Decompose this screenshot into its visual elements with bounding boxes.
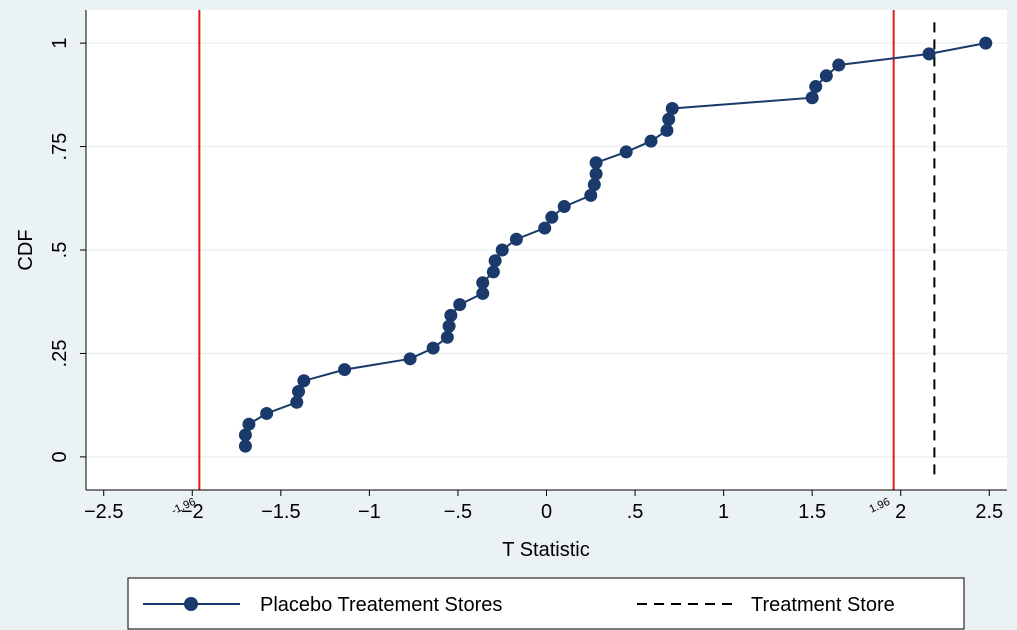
x-tick-label-7: 1 bbox=[718, 501, 729, 523]
y-tick-label-4: 1 bbox=[49, 38, 71, 49]
y-axis-ticks: 0 .25 .5 .75 1 bbox=[49, 38, 86, 462]
placebo-point-11 bbox=[442, 319, 456, 333]
y-axis-label: CDF bbox=[15, 229, 37, 270]
x-tick-label-6: .5 bbox=[627, 501, 644, 523]
placebo-point-21 bbox=[545, 210, 559, 224]
placebo-point-29 bbox=[660, 123, 674, 137]
legend: Placebo Treatement Stores Treatment Stor… bbox=[127, 577, 965, 630]
y-tick-label-3: .75 bbox=[49, 133, 71, 161]
x-tick-label-9: 2 bbox=[895, 501, 906, 523]
placebo-point-18 bbox=[495, 243, 509, 257]
placebo-point-28 bbox=[644, 134, 658, 148]
placebo-point-20 bbox=[538, 221, 552, 235]
x-axis-ticks: −2.5 −2 −1.5 −1 −.5 0 .5 1 1.5 2 2.5 bbox=[84, 490, 1003, 523]
placebo-point-30 bbox=[662, 112, 676, 126]
placebo-point-23 bbox=[584, 188, 598, 202]
placebo-point-6 bbox=[297, 374, 311, 388]
placebo-point-25 bbox=[589, 167, 603, 181]
x-tick-label-10: 2.5 bbox=[975, 501, 1003, 523]
x-tick-label-8: 1.5 bbox=[798, 501, 826, 523]
y-tick-label-2: .5 bbox=[49, 242, 71, 259]
placebo-point-5 bbox=[292, 385, 306, 399]
placebo-point-7 bbox=[338, 363, 352, 377]
placebo-point-10 bbox=[440, 330, 454, 344]
x-tick-label-5: 0 bbox=[541, 501, 552, 523]
placebo-point-1 bbox=[238, 428, 252, 442]
placebo-point-0 bbox=[238, 439, 252, 453]
placebo-point-15 bbox=[476, 276, 490, 290]
placebo-point-12 bbox=[444, 308, 458, 322]
x-tick-label-4: −.5 bbox=[444, 501, 472, 523]
placebo-point-37 bbox=[979, 36, 993, 50]
placebo-point-3 bbox=[260, 406, 274, 420]
legend-placebo-marker-swatch bbox=[184, 597, 198, 611]
x-tick-label-0: −2.5 bbox=[84, 501, 123, 523]
x-tick-label-2: −1.5 bbox=[261, 501, 300, 523]
placebo-point-32 bbox=[805, 91, 819, 105]
legend-treatment-label: Treatment Store bbox=[751, 594, 895, 616]
legend-box bbox=[127, 577, 965, 630]
placebo-series bbox=[238, 36, 993, 453]
placebo-point-16 bbox=[486, 265, 500, 279]
placebo-point-2 bbox=[242, 417, 256, 431]
placebo-point-36 bbox=[922, 47, 936, 61]
y-tick-label-1: .25 bbox=[49, 340, 71, 368]
placebo-point-35 bbox=[832, 58, 846, 72]
placebo-point-34 bbox=[819, 69, 833, 83]
placebo-point-24 bbox=[587, 178, 601, 192]
x-tick-label-1: −2 bbox=[181, 501, 204, 523]
placebo-point-22 bbox=[557, 200, 571, 214]
placebo-point-26 bbox=[589, 156, 603, 170]
placebo-point-14 bbox=[476, 286, 490, 300]
placebo-point-4 bbox=[290, 395, 304, 409]
placebo-point-13 bbox=[453, 298, 467, 312]
placebo-point-17 bbox=[488, 254, 502, 268]
x-axis-label: T Statistic bbox=[502, 539, 589, 561]
grid-lines bbox=[86, 42, 1007, 458]
y-tick-label-0: 0 bbox=[49, 451, 71, 462]
placebo-point-8 bbox=[403, 352, 417, 366]
placebo-point-9 bbox=[426, 341, 440, 355]
x-tick-label-3: −1 bbox=[358, 501, 381, 523]
placebo-point-27 bbox=[619, 145, 633, 159]
placebo-point-31 bbox=[665, 101, 679, 115]
placebo-point-33 bbox=[809, 80, 823, 94]
placebo-point-19 bbox=[509, 232, 523, 246]
legend-placebo-label: Placebo Treatement Stores bbox=[260, 594, 502, 616]
